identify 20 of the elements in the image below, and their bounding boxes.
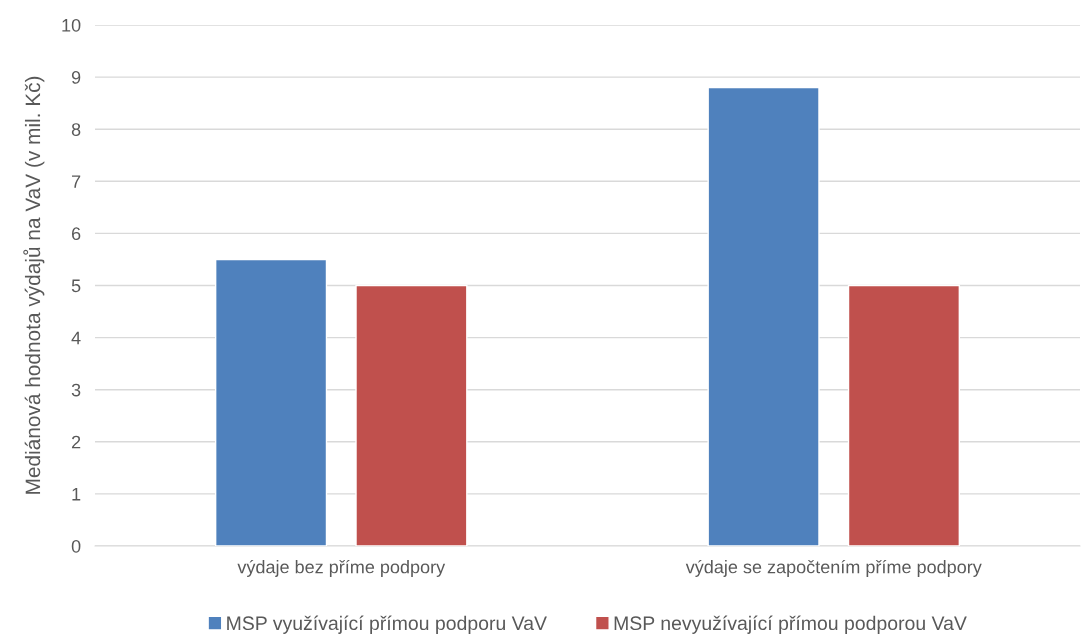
- y-tick-label: 6: [71, 227, 81, 241]
- y-tick-label: 10: [62, 18, 81, 32]
- y-tick-label: 9: [71, 71, 81, 84]
- bar: [847, 284, 961, 546]
- y-tick-label: 7: [72, 175, 81, 188]
- x-tick-label: výdaje bez příme podpory: [237, 559, 446, 577]
- y-tick-label: 2: [71, 435, 81, 449]
- bar: [214, 258, 328, 546]
- legend-label: MSP využívající přímou podporu VaV: [227, 615, 547, 634]
- x-tick-label: výdaje se započtením příme podpory: [685, 559, 982, 577]
- y-tick-label: 4: [71, 331, 81, 345]
- y-axis-title: Mediánová hodnota výdajů na VaV (v mil. Kč): [23, 76, 45, 494]
- bar: [355, 284, 468, 546]
- y-tick-label: 0: [71, 539, 81, 553]
- y-tick-label: 1: [72, 488, 81, 501]
- y-tick-label: 8: [71, 123, 81, 136]
- y-tick-label: 5: [71, 279, 81, 293]
- bar: [707, 86, 820, 546]
- legend-label: MSP nevyužívající přímou podporou VaV: [614, 615, 967, 634]
- y-tick-label: 3: [71, 383, 81, 397]
